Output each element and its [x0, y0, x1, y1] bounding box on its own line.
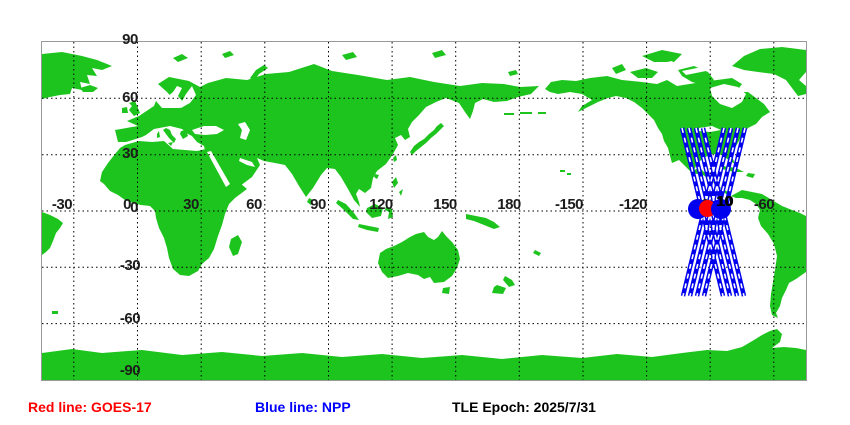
lat-label-0-origin: 0 [130, 199, 138, 216]
hainan [374, 174, 379, 179]
severnaya-zemlya [342, 52, 357, 60]
sicily [168, 142, 173, 146]
npp-marker-right [711, 199, 731, 219]
persian-gulf [239, 158, 255, 167]
aleutians-3 [538, 112, 546, 114]
black-sea [192, 126, 224, 135]
nz-north-island [503, 276, 515, 287]
taiwan [393, 155, 397, 162]
antarctica [42, 329, 806, 380]
arctic-channel-2 [652, 61, 676, 69]
lon-label--60: -60 [753, 196, 775, 213]
legend-bar: Red line: GOES-17 Blue line: NPP TLE Epo… [0, 397, 850, 417]
south-america-east-wrap [42, 212, 63, 255]
north-america [545, 76, 770, 196]
aleutians-1 [504, 113, 514, 115]
svalbard [173, 54, 188, 62]
lon-label--150: -150 [554, 196, 584, 213]
lat-label--60: -60 [119, 310, 141, 327]
lon-label--30: -30 [51, 196, 73, 213]
franz-josef [222, 51, 234, 58]
iceland [80, 85, 98, 92]
wrangel [508, 70, 518, 76]
aleutians-2 [520, 112, 532, 114]
lon-label-180: 180 [497, 196, 521, 213]
lon-label--120: -120 [618, 196, 648, 213]
banks-island [612, 64, 626, 74]
java [358, 224, 379, 232]
new-guinea [466, 214, 500, 229]
great-britain [129, 101, 140, 116]
greece [180, 130, 188, 139]
greenland-west [732, 47, 806, 96]
lon-label-60: 60 [246, 196, 262, 213]
greenland-east [42, 52, 112, 99]
tasmania [442, 287, 450, 294]
world-map-plot: -30 0 30 60 90 120 150 180 -150 -120 -90… [41, 32, 807, 381]
philippines-north [392, 177, 398, 188]
lon-label-0: 0 [123, 196, 131, 213]
australia [378, 231, 460, 283]
water-bodies [161, 61, 746, 187]
lat-label-60: 60 [122, 89, 138, 106]
corsica [157, 131, 160, 138]
baltic-sea [161, 86, 188, 108]
sumatra [336, 200, 359, 220]
sri-lanka [307, 198, 313, 205]
hawaii-2 [567, 173, 571, 175]
graticule [42, 42, 806, 380]
philippines-south [399, 189, 403, 196]
lon-label-90: 90 [310, 196, 326, 213]
hawaii-1 [560, 170, 565, 172]
lon-label-150: 150 [433, 196, 457, 213]
legend-blue-line: Blue line: NPP [255, 399, 351, 415]
south-georgia [52, 311, 58, 314]
new-siberian-is [432, 50, 446, 58]
sakhalin [415, 97, 421, 113]
victoria-island [630, 68, 658, 78]
novaya-zemlya [250, 65, 268, 81]
nz-south-island [492, 285, 506, 294]
legend-tle-epoch: TLE Epoch: 2025/7/31 [452, 399, 596, 415]
ireland [122, 107, 128, 113]
south-america-west [731, 190, 806, 318]
borneo [366, 204, 383, 218]
africa [100, 141, 247, 276]
hudson-bay [710, 84, 746, 108]
lat-label-90: 90 [122, 31, 138, 48]
arctic-channel-1 [682, 67, 706, 75]
italy [163, 128, 176, 143]
lat-label-30: 30 [122, 145, 138, 162]
red-sea [207, 151, 230, 187]
lon-label-120: 120 [369, 196, 393, 213]
legend-red-line: Red line: GOES-17 [28, 399, 152, 415]
new-caledonia [533, 250, 541, 256]
japan [410, 123, 444, 155]
madagascar [229, 235, 242, 256]
ellesmere-island [642, 50, 682, 62]
sulawesi [385, 206, 393, 219]
hispaniola [746, 173, 755, 178]
track-time-label: 10 [716, 193, 733, 210]
lat-label--90: -90 [119, 362, 141, 379]
caspian-sea [238, 122, 250, 140]
lat-label--30: -30 [119, 257, 141, 274]
lon-label-30: 30 [183, 196, 199, 213]
